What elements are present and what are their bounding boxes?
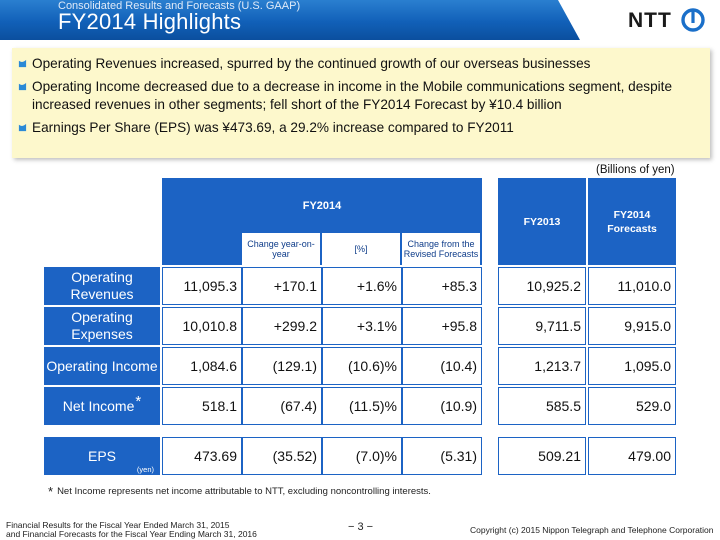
percent-value: +3.1%	[322, 307, 402, 345]
footnote: * Net Income represents net income attrib…	[48, 482, 431, 499]
row-label-operating-revenues: Operating Revenues	[44, 267, 160, 305]
footer-line-2: and Financial Forecasts for the Fiscal Y…	[6, 529, 257, 539]
eps-change-yoy-value: (35.52)	[242, 437, 322, 475]
footer-doc-title: Financial Results for the Fiscal Year En…	[6, 521, 257, 539]
footnote-mark: *	[48, 484, 54, 499]
subheader-change-forecast: Change from the Revised Forecasts	[402, 233, 480, 265]
row-label-text: EPS	[87, 448, 116, 464]
fy2013-value: 9,711.5	[498, 307, 586, 345]
forecast-value: 11,010.0	[588, 267, 676, 305]
slide-header: Consolidated Results and Forecasts (U.S.…	[0, 0, 720, 40]
eps-change-forecast-value: (5.31)	[402, 437, 482, 475]
footnote-text: Net Income represents net income attribu…	[57, 486, 431, 497]
forecast-value: 1,095.0	[588, 347, 676, 385]
row-label-operating-expenses: Operating Expenses	[44, 307, 160, 345]
highlight-item: Operating Revenues increased, spurred by…	[18, 55, 702, 73]
row-label-text: Operating Income	[46, 357, 158, 374]
percent-value: (11.5)%	[322, 387, 402, 425]
row-label-mark: *	[135, 392, 142, 410]
highlight-text: Operating Income decreased due to a decr…	[32, 79, 673, 112]
change-yoy-value: (129.1)	[242, 347, 322, 385]
change-forecast-value: (10.9)	[402, 387, 482, 425]
fy2014-value: 1,084.6	[162, 347, 242, 385]
change-yoy-value: (67.4)	[242, 387, 322, 425]
eps-fy2014-value: 473.69	[162, 437, 242, 475]
change-forecast-value: (10.4)	[402, 347, 482, 385]
eps-fy2013-value: 509.21	[498, 437, 586, 475]
eps-percent-value: (7.0)%	[322, 437, 402, 475]
row-label-text: Operating Revenues	[70, 269, 134, 302]
change-forecast-value: +85.3	[402, 267, 482, 305]
row-label-text: Operating Expenses	[71, 309, 133, 342]
page-number: − 3 −	[348, 521, 374, 533]
fy2014-value: 518.1	[162, 387, 242, 425]
subheader-change-yoy-label: Change year-on-year	[247, 239, 315, 259]
row-label-operating-income: Operating Income	[44, 347, 160, 385]
fy2013-value: 10,925.2	[498, 267, 586, 305]
fy2013-value: 1,213.7	[498, 347, 586, 385]
fy2013-header: FY2013	[498, 178, 586, 265]
page-title: FY2014 Highlights	[58, 9, 242, 34]
eps-forecast-value: 479.00	[588, 437, 676, 475]
footer-line-1: Financial Results for the Fiscal Year En…	[6, 520, 230, 530]
subheader-percent: [%]	[322, 233, 400, 265]
highlight-text: Operating Revenues increased, spurred by…	[32, 56, 591, 71]
forecast-header-label: FY2014 Forecasts	[607, 208, 657, 235]
percent-value: +1.6%	[322, 267, 402, 305]
forecast-value: 529.0	[588, 387, 676, 425]
bullet-icon	[18, 82, 27, 91]
fy2013-header-label: FY2013	[523, 215, 561, 228]
row-label-net-income: Net Income *	[44, 387, 160, 425]
header-subtitle: Consolidated Results and Forecasts (U.S.…	[58, 0, 301, 12]
change-yoy-value: +170.1	[242, 267, 322, 305]
bullet-icon	[18, 59, 27, 68]
percent-value: (10.6)%	[322, 347, 402, 385]
subheader-change-forecast-label: Change from the Revised Forecasts	[403, 239, 479, 259]
highlights-box: Operating Revenues increased, spurred by…	[12, 48, 710, 158]
fy2014-header-label: FY2014	[302, 200, 342, 212]
subheader-percent-label: [%]	[354, 244, 368, 254]
fy2014-value: 10,010.8	[162, 307, 242, 345]
bullet-icon	[18, 123, 27, 132]
eps-unit: (yen)	[136, 465, 154, 474]
row-label-eps: EPS (yen)	[44, 437, 160, 475]
change-yoy-value: +299.2	[242, 307, 322, 345]
row-label-text: Net Income	[62, 397, 135, 414]
subheader-change-yoy: Change year-on-year	[242, 233, 320, 265]
fy2013-value: 585.5	[498, 387, 586, 425]
copyright: Copyright (c) 2015 Nippon Telegraph and …	[470, 525, 714, 535]
change-forecast-value: +95.8	[402, 307, 482, 345]
highlight-item: Operating Income decreased due to a decr…	[18, 78, 702, 114]
unit-note: (Billions of yen)	[596, 164, 675, 176]
header-band	[0, 0, 580, 40]
highlight-item: Earnings Per Share (EPS) was ¥473.69, a …	[18, 119, 702, 137]
highlight-text: Earnings Per Share (EPS) was ¥473.69, a …	[32, 120, 514, 135]
ntt-logo-icon	[681, 8, 705, 32]
forecast-header: FY2014 Forecasts	[588, 178, 676, 265]
forecast-value: 9,915.0	[588, 307, 676, 345]
logo-text: NTT	[628, 9, 672, 32]
fy2014-value: 11,095.3	[162, 267, 242, 305]
